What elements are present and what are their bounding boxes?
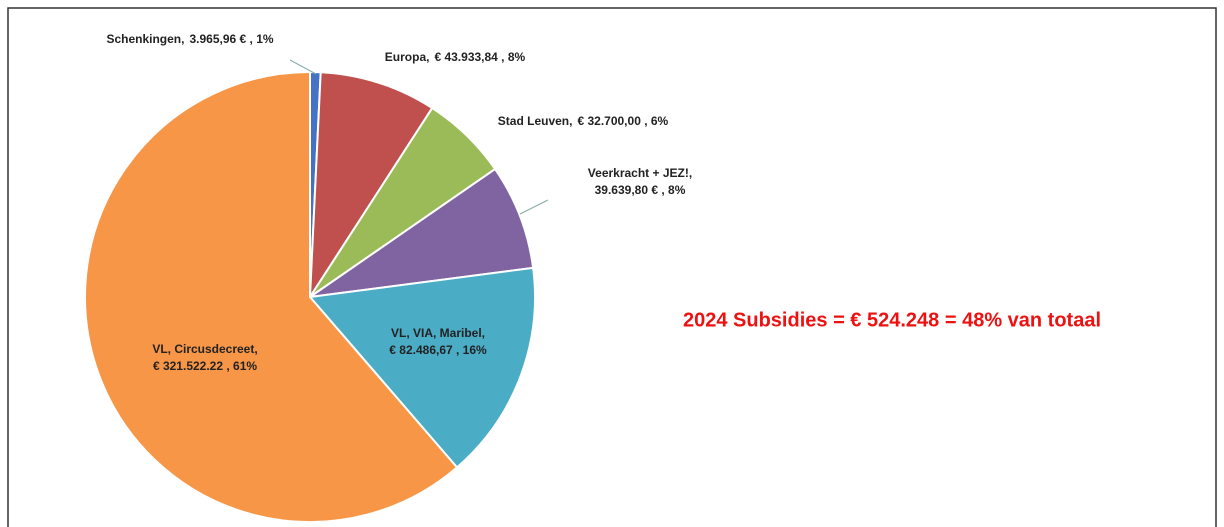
pie-slice [309,167,535,298]
label-name: Stad Leuven, [498,114,573,128]
label-value: 39.639,80 € , 8% [595,183,686,197]
leader-line [289,59,317,75]
leader-line [519,199,549,215]
data-label: VL, VIA, Maribel, € 82.486,67 , 16% [389,326,487,357]
label-name: Europa, [385,50,430,64]
label-value: € 32.700,00 , 6% [577,114,668,128]
label-name: Schenkingen, [106,32,184,46]
label-name: VL, VIA, Maribel, [391,326,485,340]
label-name: VL, Circusdecreet, [152,342,257,356]
label-value: € 43.933,84 , 8% [434,50,525,64]
data-label: Veerkracht + JEZ!, 39.639,80 € , 8% [588,166,692,197]
label-name: Veerkracht + JEZ!, [588,166,692,180]
pie-slice [308,266,536,469]
pie-slice [84,70,459,523]
data-label: VL, Circusdecreet, € 321.522.22 , 61% [152,342,257,373]
label-value: 3.965,96 € , 1% [189,32,273,46]
data-label: Europa, € 43.933,84 , 8% [385,50,526,64]
annotation: 2024 Subsidies = € 524.248 = 48% van tot… [683,309,1101,331]
pie-slice [308,71,434,301]
data-label: Stad Leuven, € 32.700,00 , 6% [498,114,669,128]
data-label: Schenkingen, 3.965,96 € , 1% [106,32,273,46]
label-value: € 321.522.22 , 61% [153,359,257,373]
label-value: € 82.486,67 , 16% [389,343,487,357]
